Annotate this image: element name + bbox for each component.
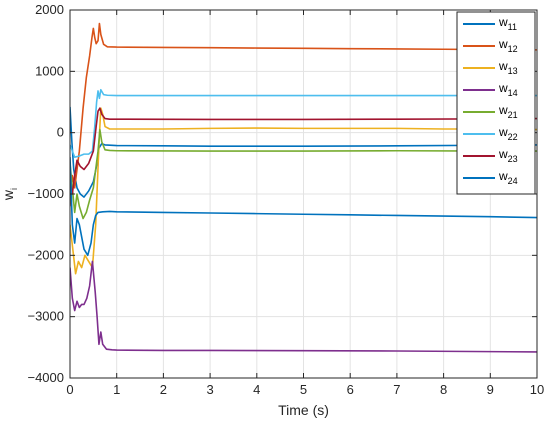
legend-label-subscript: 11 [508, 22, 517, 32]
y-axis-title: wi [0, 188, 19, 201]
legend-label: w12 [498, 37, 518, 54]
y-tick-label: −2000 [27, 247, 64, 262]
x-tick-label: 5 [300, 382, 307, 397]
y-tick-label: 2000 [35, 2, 64, 17]
legend-label: w24 [498, 169, 518, 186]
series-line-w23 [70, 107, 537, 195]
y-tick-label: −3000 [27, 309, 64, 324]
legend-label-subscript: 13 [508, 66, 518, 76]
x-tick-labels: 0 1 2 3 4 5 6 7 8 9 10 [66, 382, 544, 397]
y-tick-label: −1000 [27, 186, 64, 201]
legend-label: w21 [498, 103, 518, 120]
legend-label: w13 [498, 59, 518, 76]
legend-label-main: w [498, 37, 508, 51]
legend-entry: w24 [463, 169, 518, 186]
legend-label-subscript: 23 [508, 154, 518, 164]
y-tick-label: 1000 [35, 63, 64, 78]
y-tick-labels: −4000 −3000 −2000 −1000 0 1000 2000 [27, 2, 64, 385]
x-tick-label: 10 [530, 382, 544, 397]
x-tick-label: 7 [393, 382, 400, 397]
series-lines [70, 22, 537, 353]
legend-label-subscript: 12 [508, 44, 518, 54]
legend-label: w23 [498, 147, 518, 164]
legend-entry: w11 [463, 15, 517, 32]
legend-label-subscript: 22 [508, 132, 518, 142]
legend-entry: w21 [463, 103, 518, 120]
x-tick-label: 9 [487, 382, 494, 397]
legend-label: w22 [498, 125, 518, 142]
legend-entry: w22 [463, 125, 518, 142]
series-line-w13 [70, 107, 537, 275]
legend-label: w11 [498, 15, 517, 32]
legend-label-main: w [498, 169, 508, 183]
legend-label-subscript: 24 [508, 176, 518, 186]
y-axis-title-subscript: i [9, 188, 19, 190]
series-line-w12 [70, 22, 537, 207]
series-line-w24 [70, 157, 537, 257]
x-tick-label: 2 [160, 382, 167, 397]
legend-label-subscript: 21 [508, 110, 518, 120]
series-line-w22 [70, 88, 537, 158]
series-line-w14 [70, 260, 537, 353]
x-tick-label: 3 [206, 382, 213, 397]
legend-entry: w13 [463, 59, 518, 76]
legend-label-main: w [498, 59, 508, 73]
x-tick-label: 0 [66, 382, 73, 397]
legend-entry: w12 [463, 37, 518, 54]
legend-label-main: w [498, 147, 508, 161]
legend-label: w14 [498, 81, 518, 98]
x-tick-label: 8 [440, 382, 447, 397]
legend-box [456, 11, 536, 195]
x-tick-label: 6 [347, 382, 354, 397]
series-line-w21 [70, 128, 537, 220]
y-tick-label: 0 [57, 125, 64, 140]
x-tick-label: 1 [113, 382, 120, 397]
legend-label-main: w [498, 81, 508, 95]
axis-ticks [69, 9, 538, 379]
legend-label-main: w [498, 125, 508, 139]
x-tick-label: 4 [253, 382, 260, 397]
legend-entry: w14 [463, 81, 518, 98]
y-tick-label: −4000 [27, 370, 64, 385]
legend-label-subscript: 14 [508, 88, 518, 98]
y-axis-title-main: w [0, 189, 16, 201]
legend-label-main: w [498, 103, 508, 117]
legend-label-main: w [498, 15, 508, 29]
legend-entry: w23 [463, 147, 518, 164]
x-axis-title: Time (s) [278, 402, 329, 418]
